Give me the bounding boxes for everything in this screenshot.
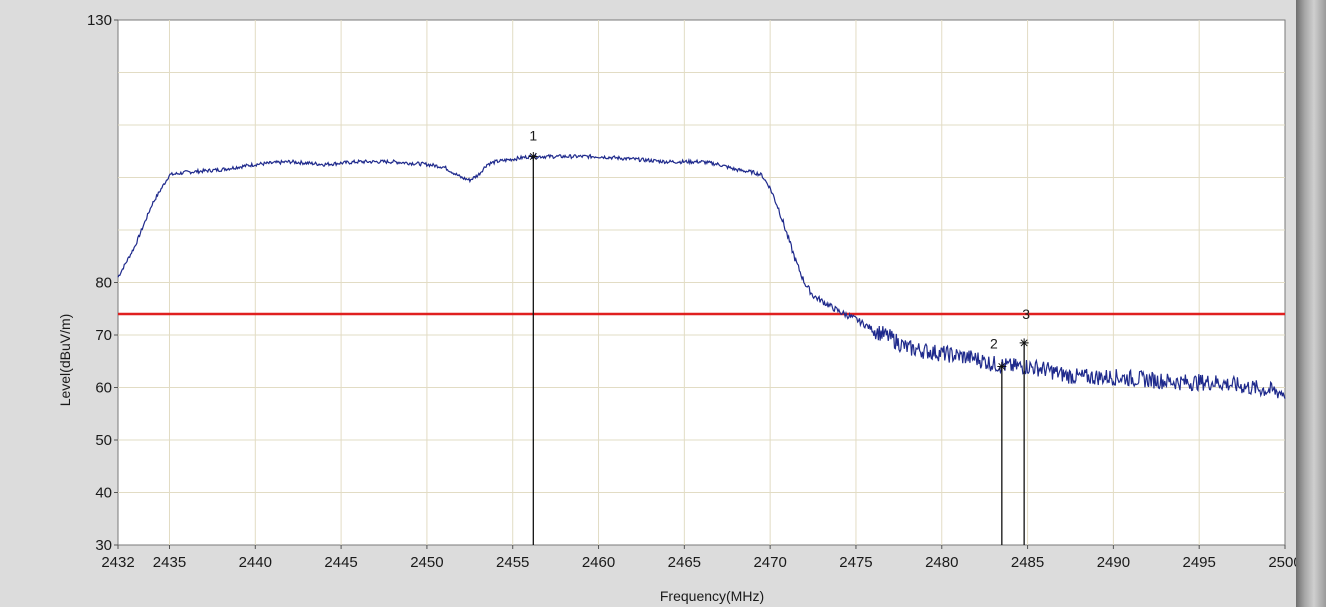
y-tick-label: 30 <box>95 537 112 554</box>
marker-1-label: 1 <box>529 128 537 144</box>
axis-labels: 2432 2435 2440 2445 2450 2455 2460 2465 2470 2475… <box>87 12 1296 571</box>
marker-group: 1 2 3 <box>528 128 1030 545</box>
x-tick-label: 2460 <box>582 554 615 571</box>
marker-3-label: 3 <box>1022 306 1030 322</box>
y-tick-label: 130 <box>87 12 112 29</box>
x-tick-label: 2490 <box>1097 554 1130 571</box>
series-group <box>117 152 1286 399</box>
grid <box>118 20 1285 545</box>
y-tick-label: 40 <box>95 485 112 502</box>
x-tick-label: 2450 <box>410 554 443 571</box>
x-tick-label: 2432 <box>101 554 134 571</box>
y-tick-label: 60 <box>95 380 112 397</box>
x-tick-label: 2475 <box>839 554 872 571</box>
x-tick-label: 2495 <box>1183 554 1216 571</box>
marker-1-symbol <box>528 152 538 161</box>
x-tick-label: 2485 <box>1011 554 1044 571</box>
y-tick-label: 80 <box>95 275 112 292</box>
x-tick-label: 2480 <box>925 554 958 571</box>
marker-2-symbol <box>997 362 1007 371</box>
marker-3-symbol <box>1019 338 1029 348</box>
y-axis-title: Level(dBuV/m) <box>57 314 73 407</box>
y-tick-label: 50 <box>95 432 112 449</box>
window-edge <box>1296 0 1326 607</box>
x-tick-label: 2465 <box>668 554 701 571</box>
marker-2-label: 2 <box>990 336 998 352</box>
y-tick-label: 70 <box>95 327 112 344</box>
x-tick-label: 2440 <box>239 554 272 571</box>
x-tick-label: 2445 <box>324 554 357 571</box>
spectrum-trace <box>117 152 1286 399</box>
x-tick-label: 2435 <box>153 554 186 571</box>
x-tick-label: 2500 <box>1268 554 1296 571</box>
x-axis-title: Frequency(MHz) <box>660 588 764 604</box>
x-tick-label: 2455 <box>496 554 529 571</box>
x-tick-label: 2470 <box>753 554 786 571</box>
spectrum-chart: 1 2 3 2432 2435 2440 2445 2450 2455 2460 2465 2470… <box>57 12 1296 604</box>
